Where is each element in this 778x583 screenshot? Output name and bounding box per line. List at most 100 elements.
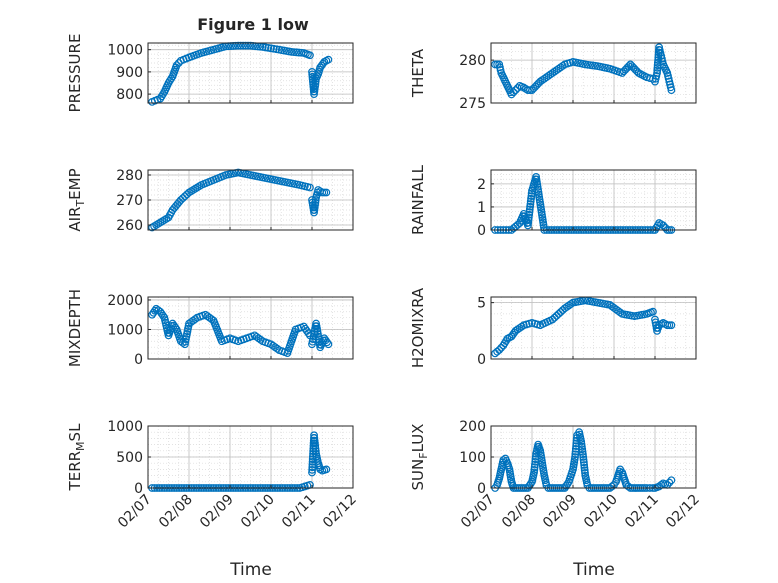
panel-air-temp: 260 270 280 AIRTEMP — [66, 168, 354, 234]
x-axis-label-right: Time — [572, 560, 615, 580]
data-point — [310, 87, 319, 96]
y-tick-label: 0 — [477, 481, 486, 497]
data-point — [580, 463, 589, 472]
data-point — [580, 466, 589, 475]
axes-box — [490, 296, 697, 360]
y-tick-label: 100 — [459, 450, 486, 466]
data-point — [616, 308, 625, 317]
data-point — [311, 79, 320, 88]
data-point — [653, 66, 662, 75]
data-point — [525, 205, 534, 214]
data-point — [239, 41, 248, 50]
data-point — [653, 58, 662, 67]
data-point — [236, 41, 245, 50]
data-point — [493, 347, 502, 356]
data-point — [172, 61, 181, 70]
data-point — [579, 453, 588, 461]
data-point — [509, 88, 518, 97]
data-point — [571, 453, 579, 461]
data-point — [579, 450, 587, 459]
x-tick-label: 02/10 — [581, 492, 621, 532]
data-point — [571, 450, 580, 459]
data-point — [287, 47, 296, 56]
data-point — [649, 307, 657, 316]
data-point — [264, 43, 273, 52]
y-axis-label: MIXDEPTH — [66, 289, 84, 367]
y-tick-label: 270 — [116, 193, 143, 209]
panel-theta: 275 280 THETA — [409, 42, 697, 112]
data-point — [524, 213, 533, 222]
data-point — [653, 69, 661, 77]
y-axis-label: THETA — [409, 48, 427, 98]
data-point — [246, 41, 255, 50]
data-point — [526, 479, 535, 488]
y-tick-label: 1000 — [107, 419, 143, 435]
y-axis-label: AIRTEMP — [66, 168, 87, 231]
data-point — [310, 431, 318, 440]
y-tick-label: 260 — [116, 218, 143, 234]
y-axis-label: SUNFLUX — [409, 424, 430, 491]
data-point — [527, 192, 536, 200]
data-point — [311, 82, 319, 91]
x-tick-label: 02/11 — [622, 492, 662, 532]
panel-mixdepth: 0 1000 2000 MIXDEPTH — [66, 289, 354, 368]
data-point — [322, 465, 331, 474]
data-point — [311, 77, 320, 86]
data-point — [526, 202, 535, 211]
data-point — [524, 221, 532, 230]
data-point — [310, 85, 319, 93]
y-tick-label: 2 — [477, 177, 486, 193]
data-point — [244, 41, 252, 50]
data-point — [306, 51, 314, 60]
y-axis-label: H2OMIXRA — [409, 287, 427, 368]
data-point — [578, 447, 587, 456]
data-point — [308, 468, 316, 477]
data-point — [624, 62, 633, 71]
x-tick-label: 02/07 — [115, 492, 155, 532]
data-point — [308, 70, 317, 79]
y-tick-label: 500 — [116, 450, 143, 466]
data-point — [527, 194, 535, 203]
data-point — [526, 197, 535, 206]
data-point — [577, 442, 586, 451]
x-tick-label: 02/07 — [458, 492, 498, 532]
x-tick-label: 02/10 — [238, 492, 278, 532]
data-point — [667, 476, 676, 485]
data-point — [577, 440, 586, 448]
y-tick-label: 800 — [116, 87, 143, 103]
data-point — [651, 315, 659, 324]
data-point — [530, 468, 538, 477]
panel-terr-msl: 0 500 1000 02/07 02/08 02/09 02/10 02/11 02/12 TE… — [66, 419, 360, 531]
y-tick-label: 0 — [477, 223, 486, 239]
data-point — [150, 306, 159, 315]
data-point — [563, 479, 572, 488]
x-tick-label: 02/12 — [320, 492, 360, 532]
y-axis-label: RAINFALL — [409, 164, 427, 235]
data-point — [269, 44, 278, 53]
y-tick-label: 1 — [477, 200, 486, 216]
data-point — [308, 465, 317, 474]
panel-h2omixra: 0 5 H2OMIXRA — [409, 287, 697, 368]
y-tick-label: 900 — [116, 65, 143, 81]
data-point — [511, 86, 520, 95]
y-tick-label: 280 — [116, 168, 143, 184]
y-tick-label: 2000 — [107, 293, 143, 309]
data-point — [580, 461, 589, 469]
data-point — [579, 455, 588, 464]
y-tick-label: 0 — [134, 352, 143, 368]
data-point — [665, 478, 674, 487]
axes-box — [147, 296, 354, 360]
y-tick-label: 1000 — [107, 43, 143, 59]
data-point — [524, 216, 533, 224]
data-point — [525, 208, 534, 216]
data-point — [572, 439, 581, 448]
data-point — [578, 445, 587, 454]
data-point — [267, 44, 275, 53]
data-point — [311, 439, 319, 448]
data-point — [558, 61, 567, 70]
data-point — [495, 346, 504, 354]
data-point — [311, 447, 320, 456]
data-point — [241, 41, 250, 50]
data-point — [567, 300, 575, 308]
